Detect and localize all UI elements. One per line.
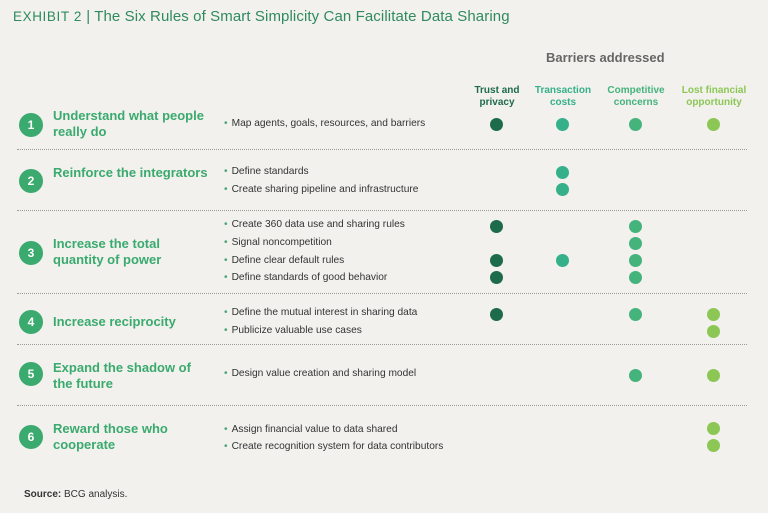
action-text: Create recognition system for data contr…	[231, 441, 444, 452]
action-item: • Define the mutual interest in sharing d…	[224, 307, 417, 318]
rule-number-badge: 3	[19, 241, 43, 265]
barrier-dot-transaction	[556, 166, 569, 179]
action-text: Define the mutual interest in sharing da…	[231, 307, 418, 318]
column-header-line: opportunity	[686, 96, 742, 108]
bullet-icon: •	[224, 237, 228, 248]
rule-title: Expand the shadow of the future	[53, 360, 191, 391]
column-header-line: Trust and	[474, 85, 520, 96]
bullet-icon: •	[224, 118, 228, 129]
rule-number-badge: 1	[19, 113, 43, 137]
bullet-icon: •	[224, 255, 228, 266]
action-item: • Create sharing pipeline and infrastruct…	[224, 184, 418, 195]
barrier-dot-financial	[707, 325, 720, 338]
barrier-dot-trust	[490, 254, 503, 267]
barrier-dot-trust	[490, 308, 503, 321]
action-text: Create sharing pipeline and infrastructu…	[231, 184, 419, 195]
action-text: Signal noncompetition	[231, 237, 332, 248]
row-divider	[17, 210, 747, 211]
column-header-line: Competitive	[607, 85, 665, 96]
bullet-icon: •	[224, 368, 228, 379]
column-header-line: privacy	[479, 96, 515, 108]
action-text: Define clear default rules	[231, 255, 345, 266]
column-header-trust: Trust and privacy	[459, 85, 535, 108]
column-header-line: Transaction	[534, 85, 592, 96]
rule-number-badge: 4	[19, 310, 43, 334]
bullet-icon: •	[224, 325, 228, 336]
action-item: • Signal noncompetition	[224, 237, 332, 248]
row-divider	[17, 149, 747, 150]
barrier-dot-competitive	[629, 369, 642, 382]
bullet-icon: •	[224, 219, 228, 230]
rule-title: Understand what people really do	[53, 108, 204, 139]
barrier-dot-transaction	[556, 118, 569, 131]
action-item: • Publicize valuable use cases	[224, 325, 362, 336]
row-divider	[17, 344, 747, 345]
barrier-dot-trust	[490, 220, 503, 233]
barrier-dot-competitive	[629, 271, 642, 284]
column-header-line: Lost financial	[681, 85, 747, 96]
source-text: BCG analysis.	[64, 489, 128, 500]
barrier-dot-trust	[490, 271, 503, 284]
action-item: • Create recognition system for data cont…	[224, 441, 443, 452]
barrier-dot-financial	[707, 369, 720, 382]
action-text: Assign financial value to data shared	[231, 424, 398, 435]
title-separator: |	[86, 8, 91, 25]
action-item: • Define standards of good behavior	[224, 272, 387, 283]
rule-number-badge: 5	[19, 362, 43, 386]
source-note: Source: BCG analysis.	[24, 489, 127, 500]
action-item: • Design value creation and sharing model	[224, 368, 416, 379]
rule-title: Reward those who cooperate	[53, 421, 168, 452]
action-text: Create 360 data use and sharing rules	[231, 219, 405, 230]
action-item: • Define standards	[224, 166, 309, 177]
barrier-dot-competitive	[629, 118, 642, 131]
bullet-icon: •	[224, 166, 228, 177]
barrier-dot-competitive	[629, 237, 642, 250]
barrier-dot-trust	[490, 118, 503, 131]
barrier-dot-competitive	[629, 254, 642, 267]
rule-number-badge: 6	[19, 425, 43, 449]
action-text: Define standards of good behavior	[231, 272, 388, 283]
rule-title: Increase reciprocity	[53, 314, 176, 329]
barrier-dot-financial	[707, 118, 720, 131]
rule-title: Increase the total quantity of power	[53, 236, 162, 267]
bullet-icon: •	[224, 424, 228, 435]
column-header-competitive: Competitive concerns	[598, 85, 674, 108]
barriers-header: Barriers addressed	[546, 50, 665, 65]
barrier-dot-financial	[707, 308, 720, 321]
action-text: Define standards	[231, 166, 309, 177]
exhibit-title: EXHIBIT 2 | The Six Rules of Smart Simpl…	[13, 8, 510, 25]
barrier-dot-transaction	[556, 183, 569, 196]
rule-title: Reinforce the integrators	[53, 165, 208, 180]
exhibit-number: EXHIBIT 2	[13, 9, 82, 24]
action-item: • Assign financial value to data shared	[224, 424, 398, 435]
column-header-line: costs	[549, 96, 577, 108]
column-header-line: concerns	[613, 96, 659, 108]
barrier-dot-financial	[707, 439, 720, 452]
action-item: • Create 360 data use and sharing rules	[224, 219, 405, 230]
barrier-dot-transaction	[556, 254, 569, 267]
barrier-dot-competitive	[629, 220, 642, 233]
action-item: • Define clear default rules	[224, 255, 344, 266]
row-divider	[17, 293, 747, 294]
barrier-dot-financial	[707, 422, 720, 435]
bullet-icon: •	[224, 272, 228, 283]
rule-number-badge: 2	[19, 169, 43, 193]
barrier-dot-competitive	[629, 308, 642, 321]
column-header-transaction: Transaction costs	[525, 85, 601, 108]
action-text: Publicize valuable use cases	[231, 325, 362, 336]
bullet-icon: •	[224, 184, 228, 195]
bullet-icon: •	[224, 307, 228, 318]
action-item: • Map agents, goals, resources, and barri…	[224, 118, 425, 129]
row-divider	[17, 405, 747, 406]
title-text: The Six Rules of Smart Simplicity Can Fa…	[94, 8, 510, 25]
action-text: Map agents, goals, resources, and barrie…	[231, 118, 426, 129]
column-header-financial: Lost financial opportunity	[676, 85, 752, 108]
action-text: Design value creation and sharing model	[231, 368, 417, 379]
bullet-icon: •	[224, 441, 228, 452]
source-label: Source:	[24, 489, 62, 500]
